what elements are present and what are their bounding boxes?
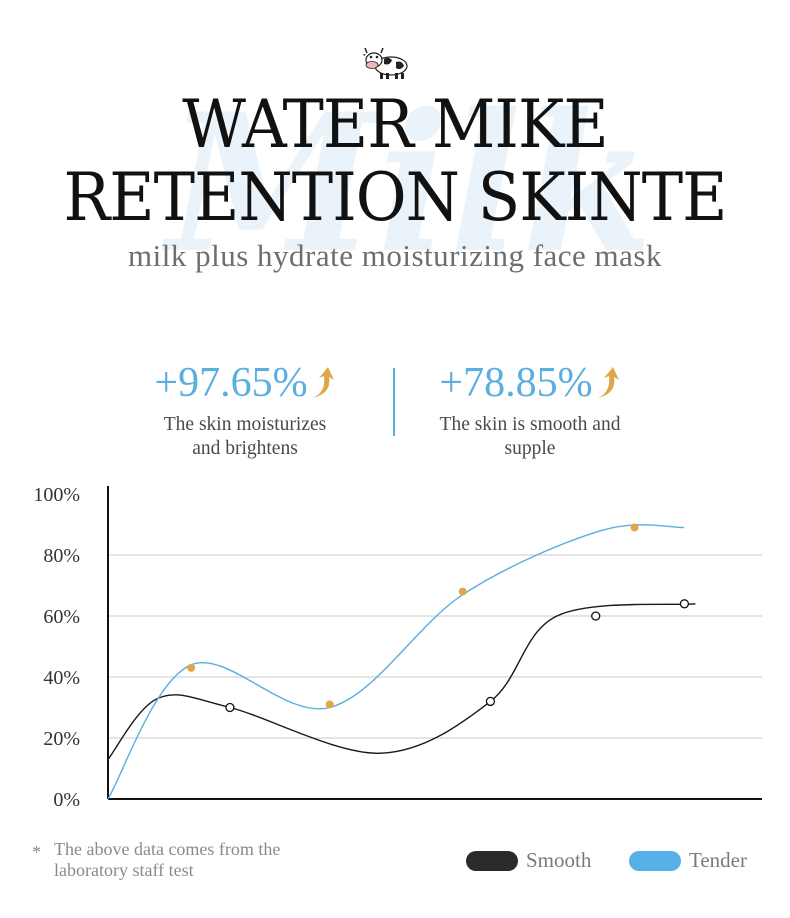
y-tick-label: 80%	[43, 545, 80, 567]
y-tick-label: 0%	[53, 789, 80, 811]
data-point-tender	[187, 663, 196, 672]
data-point-smooth	[591, 611, 601, 621]
stat-smooth: +78.85% The skin is smooth and supple	[405, 362, 655, 461]
stat-desc-line-2: and brightens	[192, 438, 298, 459]
legend-swatch-tender	[629, 850, 681, 871]
legend-item-smooth: Smooth	[466, 848, 591, 873]
data-point-tender	[458, 587, 467, 596]
y-tick-label: 20%	[43, 728, 80, 750]
stat-value: +78.85%	[439, 360, 593, 406]
stat-value: +97.65%	[154, 360, 308, 406]
legend-swatch-smooth	[466, 850, 518, 871]
y-tick-label: 100%	[33, 484, 80, 506]
data-point-smooth	[485, 696, 496, 707]
footnote-star: *	[32, 842, 41, 862]
milk-watermark: Milk	[161, 72, 653, 295]
data-point-tender	[630, 523, 639, 532]
series-line-tender	[107, 524, 685, 800]
y-tick-label: 60%	[43, 606, 80, 628]
cow-icon	[363, 47, 408, 79]
stat-divider	[393, 368, 395, 436]
y-tick-label: 40%	[43, 667, 80, 689]
data-point-smooth	[225, 702, 235, 713]
footnote: * The above data comes from the laborato…	[32, 839, 354, 881]
data-point-tender	[325, 700, 334, 709]
arrow-up-icon	[312, 367, 334, 398]
stat-desc-line-1: The skin moisturizes	[163, 414, 327, 435]
footnote-text: The above data comes from the laboratory…	[54, 839, 281, 880]
line-chart: 0% 20% 40% 60% 80% 100%	[33, 484, 762, 811]
title-line-1: WATER MIKE	[182, 86, 608, 163]
legend-label: Tender	[689, 848, 747, 872]
stat-desc-line-1: The skin is smooth and	[439, 414, 621, 435]
stat-moisturizes: +97.65% The skin moisturizes and brighte…	[120, 362, 370, 461]
svg-text:Milk: Milk	[161, 72, 653, 295]
series-line-smooth	[107, 603, 696, 760]
legend-item-tender: Tender	[629, 848, 747, 873]
title-line-2: RETENTION SKINTE	[63, 159, 728, 236]
arrow-up-icon	[597, 367, 619, 398]
legend-label: Smooth	[526, 848, 592, 872]
stat-desc-line-2: supple	[504, 438, 556, 459]
data-point-smooth	[679, 599, 690, 609]
subtitle: milk plus hydrate moisturizing face mask	[128, 238, 662, 273]
